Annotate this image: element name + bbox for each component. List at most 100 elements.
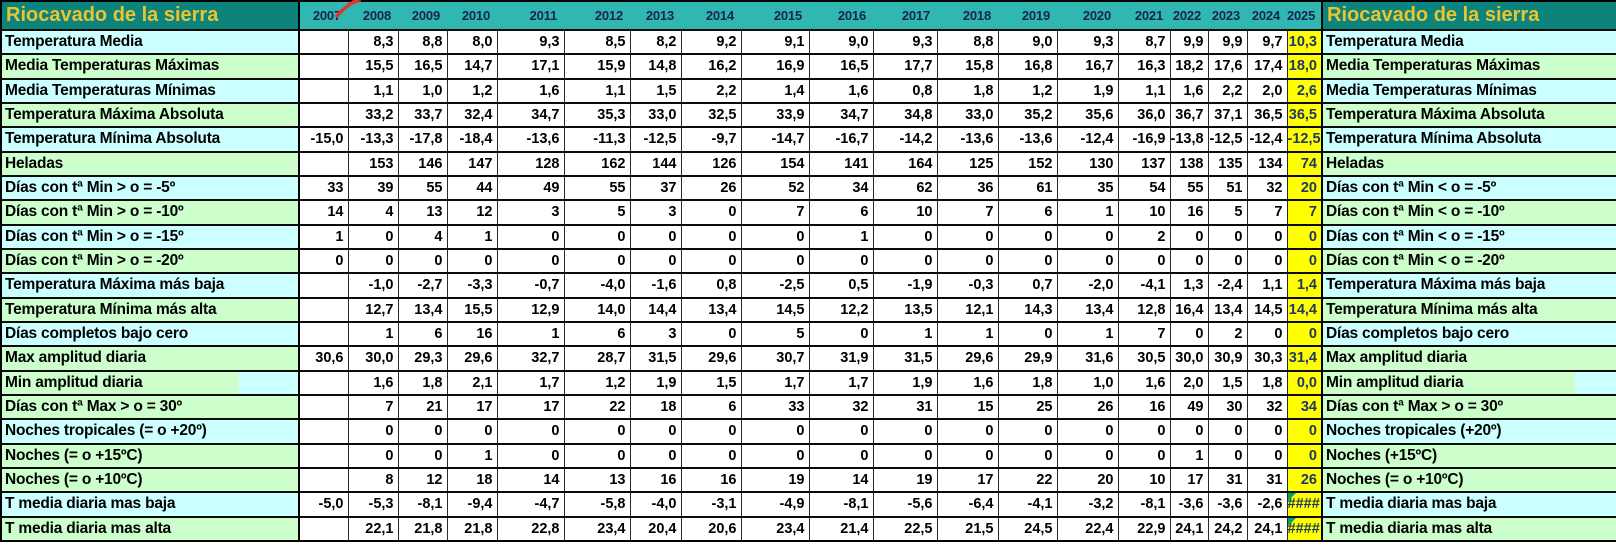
data-cell[interactable]: 5 (1207, 199, 1247, 225)
row-label-left[interactable]: Media Temperaturas Máximas (1, 53, 300, 79)
data-cell[interactable]: -13,6 (496, 126, 564, 152)
year-header[interactable]: 2025 (1287, 1, 1322, 31)
data-cell[interactable]: 32,7 (496, 345, 564, 371)
data-cell[interactable]: 33,9 (740, 101, 809, 128)
data-cell[interactable]: -0,7 (496, 272, 564, 298)
row-label-left[interactable]: Media Temperaturas Mínimas (1, 77, 300, 103)
data-cell[interactable]: 36,0 (1117, 101, 1170, 128)
data-cell[interactable] (298, 320, 348, 347)
data-cell[interactable]: 33,0 (936, 101, 998, 128)
data-cell[interactable]: 0 (1207, 442, 1247, 468)
data-cell[interactable]: 1,5 (1207, 369, 1247, 395)
data-cell[interactable]: 0 (496, 442, 564, 468)
data-cell[interactable]: 0 (808, 442, 873, 468)
row-label-right[interactable]: Media Temperaturas Mínimas (1321, 77, 1616, 103)
data-cell[interactable]: 31 (1246, 466, 1287, 493)
data-cell[interactable]: 1,9 (872, 369, 937, 395)
row-label-right[interactable]: Noches tropicales (+20º) (1321, 418, 1616, 444)
data-cell[interactable]: 0 (347, 418, 398, 444)
sheet-title-left[interactable]: Riocavado de la sierra (1, 1, 300, 31)
data-cell[interactable]: 22,5 (872, 515, 937, 541)
data-cell[interactable]: 0 (1207, 223, 1247, 249)
data-cell[interactable]: 17,4 (1246, 53, 1287, 79)
data-cell[interactable]: 14,3 (997, 296, 1057, 322)
data-cell[interactable]: 14,5 (740, 296, 809, 322)
data-cell[interactable]: 1,5 (629, 77, 681, 103)
data-cell[interactable]: 125 (936, 150, 998, 176)
year-header[interactable]: 2008 (348, 1, 398, 31)
data-cell[interactable]: 26 (1056, 393, 1118, 420)
data-cell[interactable]: 16 (629, 466, 681, 493)
row-label-right[interactable]: Temperatura Media (1321, 28, 1616, 55)
data-cell[interactable]: -12,5 (1286, 126, 1322, 152)
data-cell[interactable] (298, 296, 348, 322)
data-cell[interactable]: 12,7 (347, 296, 398, 322)
data-cell[interactable]: 137 (1117, 150, 1170, 176)
data-cell[interactable]: 0 (1117, 418, 1170, 444)
data-cell[interactable]: 12,8 (1117, 296, 1170, 322)
data-cell[interactable]: 13 (563, 466, 630, 493)
data-cell[interactable]: 1,1 (1117, 77, 1170, 103)
data-cell[interactable]: 30,0 (1169, 345, 1208, 371)
data-cell[interactable]: 1,6 (347, 369, 398, 395)
data-cell[interactable]: 1,6 (1117, 369, 1170, 395)
year-header[interactable]: 2021 (1118, 1, 1170, 31)
data-cell[interactable]: 14,4 (629, 296, 681, 322)
data-cell[interactable]: 8,8 (936, 28, 998, 55)
data-cell[interactable]: 2,6 (1286, 77, 1322, 103)
data-cell[interactable]: 0 (997, 320, 1057, 347)
year-header[interactable]: 2017 (873, 1, 937, 31)
data-cell[interactable]: -13,6 (997, 126, 1057, 152)
data-cell[interactable]: 17,7 (872, 53, 937, 79)
data-cell[interactable]: 0 (1246, 442, 1287, 468)
data-cell[interactable]: 0 (1056, 418, 1118, 444)
data-cell[interactable]: 15,5 (347, 53, 398, 79)
data-cell[interactable]: 8,7 (1117, 28, 1170, 55)
data-cell[interactable]: 35 (1056, 174, 1118, 201)
data-cell[interactable]: 35,3 (563, 101, 630, 128)
data-cell[interactable]: 17 (936, 466, 998, 493)
data-cell[interactable]: 31,9 (808, 345, 873, 371)
row-label-right[interactable]: Noches (= o +10ºC) (1321, 466, 1616, 493)
data-cell[interactable]: 1,0 (1056, 369, 1118, 395)
data-cell[interactable]: 35,6 (1056, 101, 1118, 128)
data-cell[interactable]: 18 (629, 393, 681, 420)
data-cell[interactable]: 31,5 (872, 345, 937, 371)
data-cell[interactable]: 1 (446, 223, 497, 249)
data-cell[interactable]: 16 (680, 466, 741, 493)
data-cell[interactable]: 0 (1169, 320, 1208, 347)
data-cell[interactable]: 16,5 (808, 53, 873, 79)
data-cell[interactable]: 16,4 (1169, 296, 1208, 322)
data-cell[interactable]: 35,2 (997, 101, 1057, 128)
data-cell[interactable]: 7 (347, 393, 398, 420)
data-cell[interactable]: 30,3 (1246, 345, 1287, 371)
data-cell[interactable] (298, 515, 348, 541)
data-cell[interactable]: 25 (997, 393, 1057, 420)
data-cell[interactable]: 14,7 (446, 53, 497, 79)
data-cell[interactable] (298, 466, 348, 493)
data-cell[interactable]: 0 (1246, 320, 1287, 347)
row-label-right[interactable]: Temperatura Mínima Absoluta (1321, 126, 1616, 152)
data-cell[interactable]: 0,0 (1286, 369, 1322, 395)
row-label-left[interactable]: Noches (= o +10ºC) (1, 466, 300, 493)
data-cell[interactable]: 1,2 (563, 369, 630, 395)
data-cell[interactable]: 2,2 (1207, 77, 1247, 103)
data-cell[interactable]: 0 (1286, 247, 1322, 274)
data-cell[interactable]: 12,1 (936, 296, 998, 322)
data-cell[interactable]: -18,4 (446, 126, 497, 152)
data-cell[interactable]: -17,8 (397, 126, 447, 152)
data-cell[interactable]: -8,1 (1117, 491, 1170, 517)
row-label-right[interactable]: T media diaria mas alta (1321, 515, 1616, 541)
row-label-right[interactable]: Noches (+15ºC) (1321, 442, 1616, 468)
data-cell[interactable]: 23,4 (740, 515, 809, 541)
data-cell[interactable]: 9,0 (808, 28, 873, 55)
year-header[interactable]: 2023 (1208, 1, 1247, 31)
data-cell[interactable]: 8,2 (629, 28, 681, 55)
data-cell[interactable]: 36,7 (1169, 101, 1208, 128)
data-cell[interactable]: 12 (446, 199, 497, 225)
data-cell[interactable]: 0 (740, 418, 809, 444)
data-cell[interactable]: 0 (680, 418, 741, 444)
year-header[interactable]: 2018 (937, 1, 998, 31)
row-label-left[interactable]: Min amplitud diaria (1, 369, 300, 395)
data-cell[interactable] (298, 272, 348, 298)
